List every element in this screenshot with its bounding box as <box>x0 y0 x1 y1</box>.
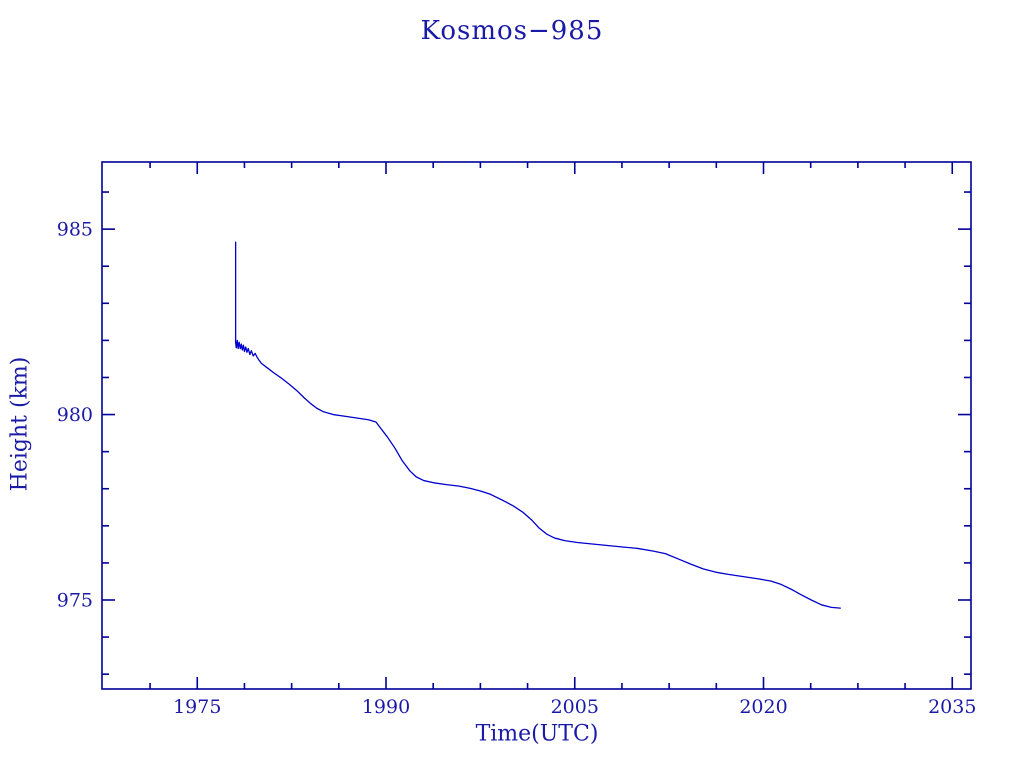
x-tick-label: 2005 <box>551 696 599 718</box>
x-tick-label: 2035 <box>928 696 976 718</box>
axis-frame <box>101 161 972 690</box>
x-axis-label: Time(UTC) <box>475 721 599 747</box>
chart-title: Kosmos−985 <box>420 16 604 46</box>
y-tick-label: 975 <box>57 589 93 611</box>
y-tick-label: 985 <box>57 219 93 241</box>
x-tick-label: 2020 <box>739 696 787 718</box>
height-series-line <box>234 241 841 609</box>
y-tick-label: 980 <box>57 404 93 426</box>
y-axis-label: Height (km) <box>7 356 33 492</box>
x-tick-label: 1990 <box>362 696 410 718</box>
x-tick-label: 1975 <box>173 696 221 718</box>
